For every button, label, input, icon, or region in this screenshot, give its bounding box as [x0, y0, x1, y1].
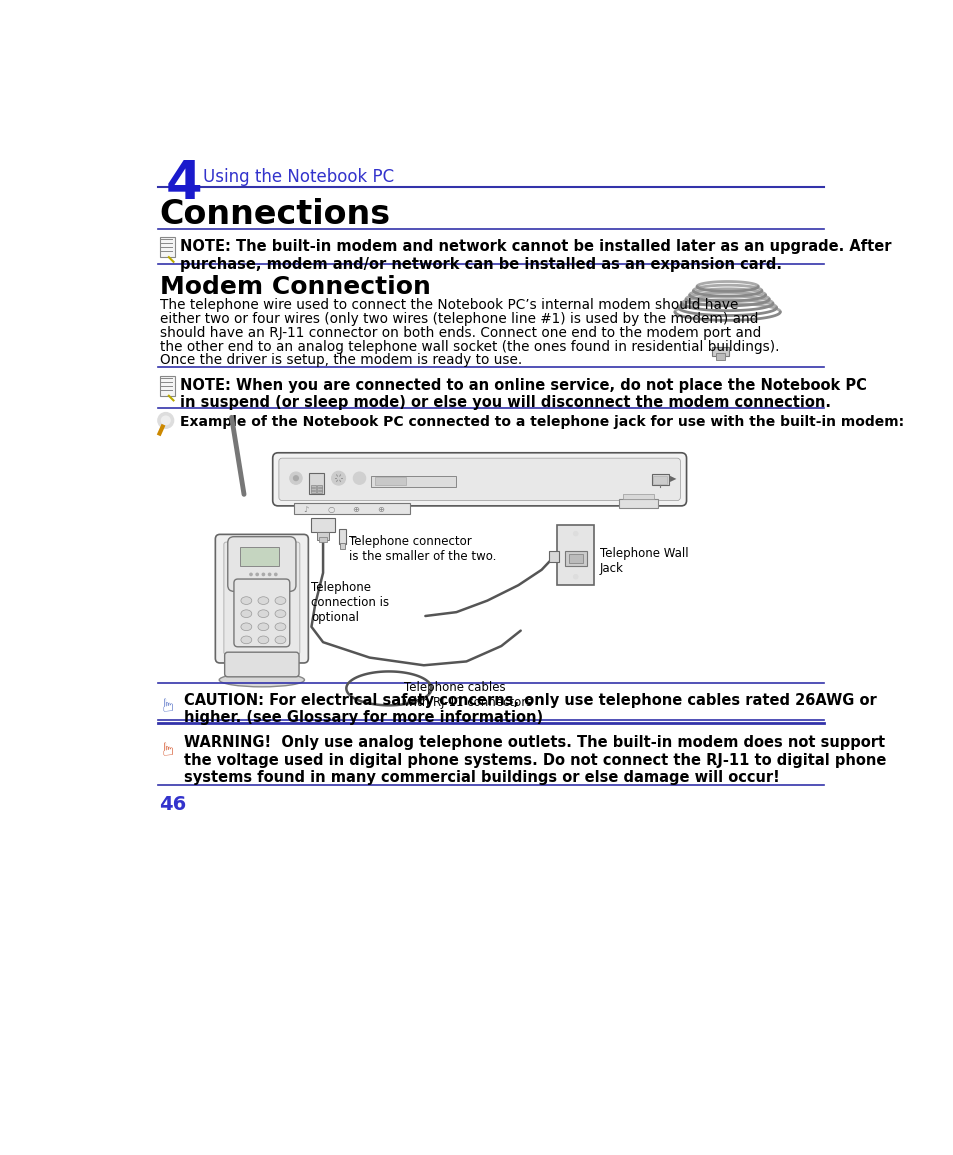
Text: ♪: ♪	[303, 505, 308, 514]
FancyBboxPatch shape	[278, 459, 679, 500]
Ellipse shape	[241, 597, 252, 604]
Text: Modem Connection: Modem Connection	[159, 275, 430, 299]
Ellipse shape	[257, 610, 269, 618]
Bar	[316, 532, 329, 539]
Bar	[568, 553, 582, 562]
Bar	[557, 526, 594, 586]
Bar	[311, 519, 335, 532]
Bar	[338, 529, 346, 544]
Bar	[240, 546, 278, 566]
Bar	[340, 543, 344, 549]
Circle shape	[353, 472, 365, 484]
Text: WARNING!  Only use analog telephone outlets. The built-in modem does not support: WARNING! Only use analog telephone outle…	[184, 736, 885, 785]
FancyBboxPatch shape	[224, 653, 298, 677]
Text: ▶: ▶	[670, 475, 676, 483]
Text: ☞: ☞	[159, 739, 177, 755]
Ellipse shape	[241, 636, 252, 643]
Bar	[549, 551, 558, 562]
Text: Telephone connector
is the smaller of the two.: Telephone connector is the smaller of th…	[349, 535, 497, 564]
Text: either two or four wires (only two wires (telephone line #1) is used by the mode: either two or four wires (only two wires…	[159, 312, 757, 326]
Text: Using the Notebook PC: Using the Notebook PC	[203, 167, 394, 186]
Ellipse shape	[274, 636, 286, 643]
Text: Connections: Connections	[159, 198, 391, 231]
Bar	[622, 494, 654, 499]
Bar	[618, 499, 658, 508]
Bar	[653, 476, 666, 484]
Text: NOTE: The built-in modem and network cannot be installed later as an upgrade. Af: NOTE: The built-in modem and network can…	[179, 239, 890, 271]
Bar	[294, 502, 410, 514]
Text: ○: ○	[328, 505, 335, 514]
Circle shape	[262, 573, 264, 575]
Ellipse shape	[274, 623, 286, 631]
Circle shape	[293, 475, 298, 482]
Bar	[319, 537, 327, 542]
Circle shape	[157, 694, 179, 715]
FancyBboxPatch shape	[228, 537, 295, 591]
Circle shape	[250, 573, 252, 575]
Bar	[316, 485, 322, 493]
Bar	[716, 353, 724, 359]
Ellipse shape	[257, 623, 269, 631]
Text: ⊕: ⊕	[377, 505, 384, 514]
Circle shape	[157, 738, 179, 759]
Bar	[564, 551, 586, 566]
Ellipse shape	[274, 597, 286, 604]
Circle shape	[274, 573, 276, 575]
Text: The telephone wire used to connect the Notebook PC’s internal modem should have: The telephone wire used to connect the N…	[159, 298, 738, 312]
FancyBboxPatch shape	[224, 542, 299, 655]
Bar	[651, 475, 668, 485]
Circle shape	[573, 574, 578, 579]
Bar	[375, 477, 406, 485]
Bar	[711, 346, 728, 356]
FancyBboxPatch shape	[273, 453, 686, 506]
Text: Telephone
connection is
optional: Telephone connection is optional	[311, 581, 389, 625]
Bar	[309, 472, 323, 494]
Ellipse shape	[219, 673, 304, 687]
Circle shape	[160, 416, 171, 425]
Circle shape	[573, 531, 578, 536]
Ellipse shape	[257, 636, 269, 643]
Ellipse shape	[241, 610, 252, 618]
FancyBboxPatch shape	[159, 375, 174, 396]
Text: should have an RJ-11 connector on both ends. Connect one end to the modem port a: should have an RJ-11 connector on both e…	[159, 326, 760, 340]
Text: NOTE: When you are connected to an online service, do not place the Notebook PC
: NOTE: When you are connected to an onlin…	[179, 378, 865, 410]
Circle shape	[268, 573, 271, 575]
Ellipse shape	[274, 610, 286, 618]
Circle shape	[255, 573, 258, 575]
Ellipse shape	[257, 597, 269, 604]
Circle shape	[290, 472, 302, 484]
FancyBboxPatch shape	[233, 579, 290, 647]
Circle shape	[332, 471, 345, 485]
Text: Once the driver is setup, the modem is ready to use.: Once the driver is setup, the modem is r…	[159, 353, 521, 367]
Bar	[371, 476, 456, 486]
Text: Example of the Notebook PC connected to a telephone jack for use with the built-: Example of the Notebook PC connected to …	[179, 415, 902, 429]
FancyBboxPatch shape	[159, 237, 174, 258]
Bar	[311, 485, 315, 493]
FancyBboxPatch shape	[215, 535, 308, 663]
Text: ☞: ☞	[159, 695, 177, 711]
Text: Telephone Wall
Jack: Telephone Wall Jack	[599, 546, 688, 575]
Text: 4: 4	[166, 158, 202, 210]
Ellipse shape	[241, 623, 252, 631]
Text: CAUTION: For electrical safety concerns, only use telephone cables rated 26AWG o: CAUTION: For electrical safety concerns,…	[184, 693, 876, 725]
Text: the other end to an analog telephone wall socket (the ones found in residential : the other end to an analog telephone wal…	[159, 340, 779, 353]
Text: 46: 46	[159, 796, 187, 814]
Text: ⊕: ⊕	[353, 505, 359, 514]
Circle shape	[158, 412, 173, 429]
Text: Telephone cables
with RJ-11 connectors: Telephone cables with RJ-11 connectors	[404, 680, 533, 709]
